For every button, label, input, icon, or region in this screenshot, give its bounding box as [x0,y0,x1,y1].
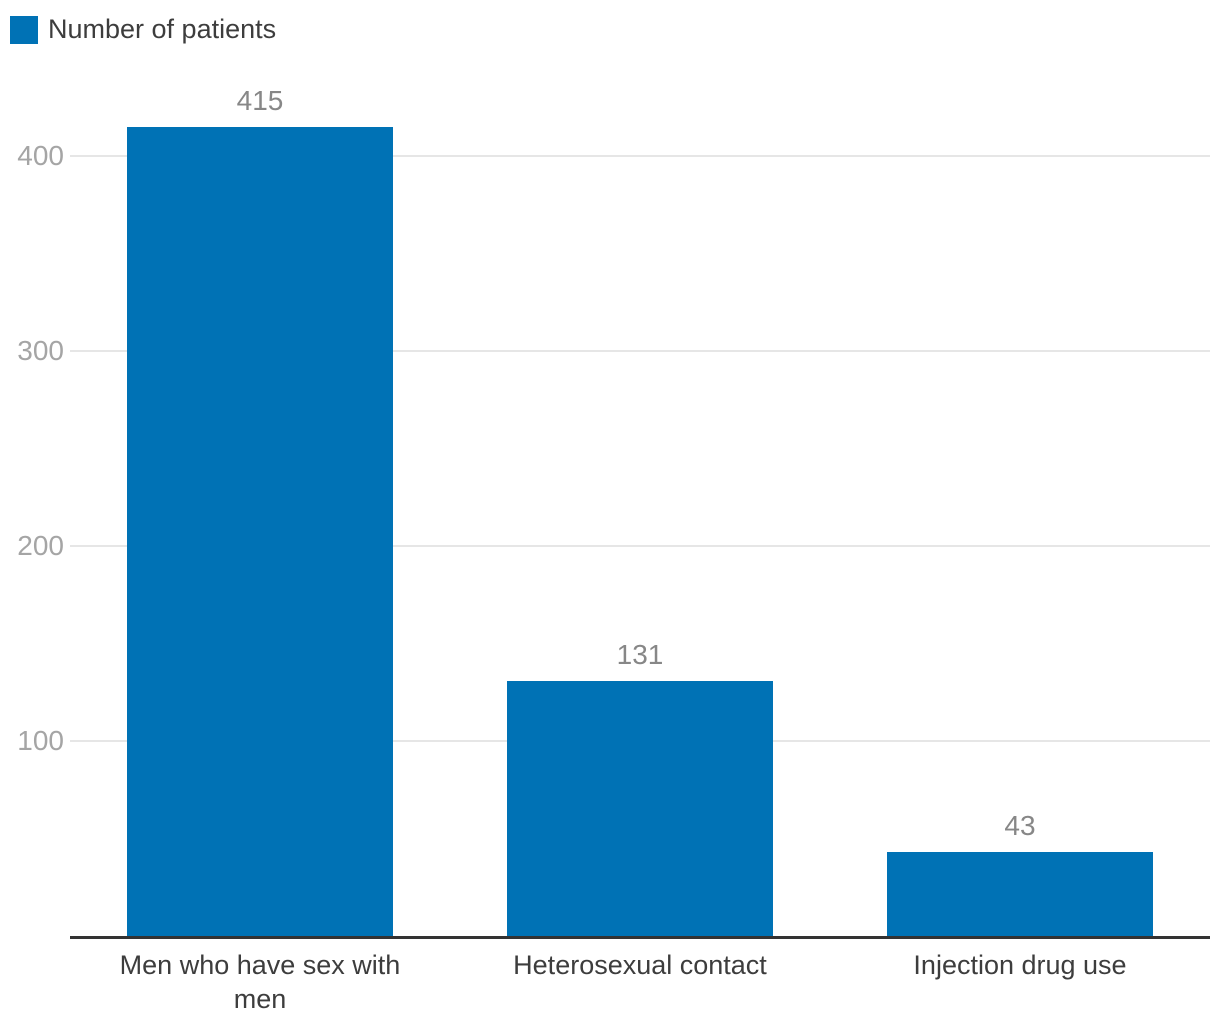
y-axis-tick-label: 300 [17,335,64,366]
gridline [70,545,1210,547]
bar[interactable] [127,127,393,936]
gridline [70,350,1210,352]
bar-value-label: 131 [616,639,664,670]
gridline [70,155,1210,157]
x-axis-line [70,936,1210,939]
bar-value-label: 415 [236,85,284,116]
legend-item[interactable]: Number of patients [10,14,276,45]
legend-label: Number of patients [48,14,277,44]
legend-swatch-icon [10,15,38,44]
bar[interactable] [507,681,773,936]
x-axis-category-label: Heterosexual contact [513,950,767,980]
y-axis-tick-label: 400 [17,140,64,171]
x-axis-category-label: Injection drug use [913,950,1127,980]
y-axis-tick-label: 200 [17,530,64,561]
bar-value-label: 43 [1004,810,1036,841]
x-axis-category-label: Men who have sex with men [119,950,401,1014]
bar[interactable] [887,852,1153,936]
y-axis-tick-label: 100 [17,725,64,756]
